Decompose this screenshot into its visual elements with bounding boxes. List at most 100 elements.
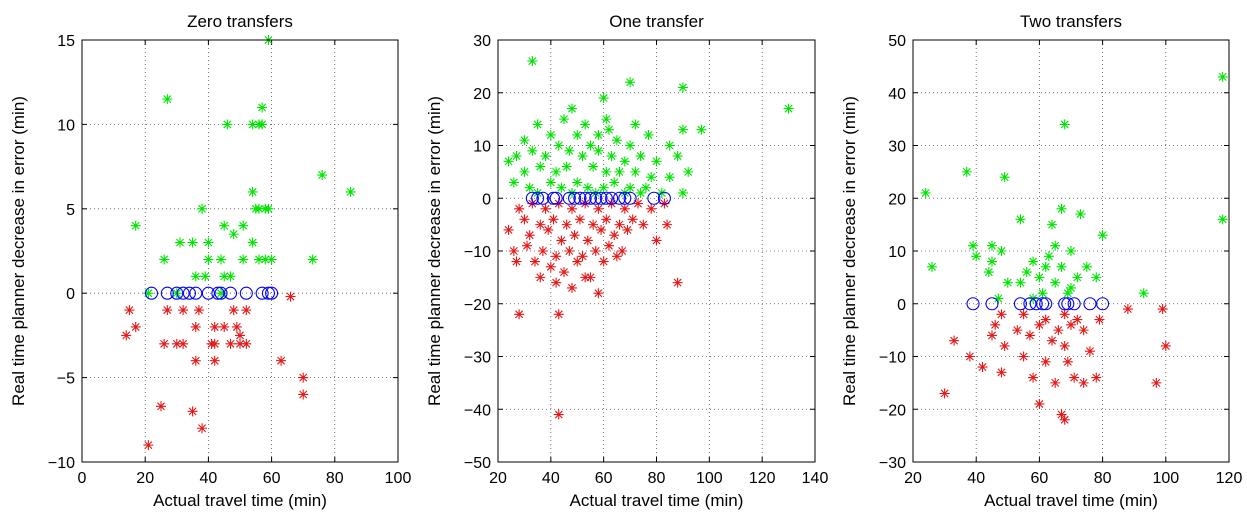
data-point [159, 254, 170, 265]
data-point [609, 230, 620, 241]
data-point [672, 277, 683, 288]
data-point [1066, 282, 1076, 293]
data-point [1217, 214, 1228, 225]
data-point [696, 124, 707, 135]
x-tick-label: 100 [696, 470, 723, 487]
data-point [182, 286, 196, 300]
y-tick-label: −5 [57, 371, 75, 388]
data-point [971, 251, 982, 262]
data-point [612, 191, 627, 205]
data-point [623, 191, 637, 205]
data-point [527, 145, 538, 156]
data-point [532, 119, 543, 130]
data-point [209, 355, 220, 366]
data-point [662, 219, 673, 230]
data-point [535, 272, 546, 283]
data-point [228, 229, 239, 240]
x-tick-label: 40 [200, 470, 218, 487]
data-point [625, 182, 636, 193]
data-point [532, 187, 543, 198]
data-point [606, 198, 617, 209]
series-red [503, 198, 683, 420]
series-green [130, 35, 356, 299]
y-tick-label: −40 [464, 402, 491, 419]
data-point [503, 156, 514, 167]
data-point [985, 297, 999, 311]
data-point [1096, 297, 1110, 311]
data-point [546, 191, 561, 205]
data-point [603, 124, 614, 135]
data-point [540, 203, 551, 214]
data-point [630, 166, 641, 177]
data-point [257, 119, 268, 130]
data-point [124, 305, 135, 316]
data-point [568, 191, 582, 205]
data-point [529, 256, 540, 267]
data-point [225, 271, 236, 282]
data-point [1039, 297, 1053, 311]
data-point [920, 187, 931, 198]
y-tick-label: −50 [464, 455, 491, 472]
x-tick-label: 20 [904, 470, 922, 487]
series-red [121, 291, 309, 451]
data-point [514, 309, 525, 320]
data-point [508, 246, 519, 256]
data-point [635, 151, 646, 162]
data-point [228, 305, 239, 316]
data-point [1021, 267, 1032, 278]
data-point [222, 119, 233, 130]
data-point [1056, 203, 1067, 214]
data-point [1066, 246, 1076, 256]
data-point [545, 129, 556, 140]
data-point [162, 305, 173, 316]
data-point [598, 256, 609, 267]
data-point [1059, 414, 1070, 425]
data-point [596, 224, 607, 235]
data-point [1034, 272, 1045, 283]
data-point [522, 240, 533, 251]
data-point [569, 230, 580, 241]
data-point [193, 305, 204, 316]
data-point [677, 187, 688, 198]
data-point [298, 389, 309, 400]
data-point [999, 172, 1010, 183]
data-point [588, 219, 599, 230]
data-point [170, 286, 184, 300]
series-red [939, 304, 1171, 425]
data-point [231, 321, 242, 332]
data-point [545, 177, 556, 188]
data-point [239, 286, 253, 300]
data-point [551, 251, 562, 262]
data-point [508, 177, 519, 188]
data-point [1040, 261, 1051, 272]
data-point [160, 286, 174, 300]
data-point [1037, 288, 1048, 299]
data-point [503, 224, 514, 235]
data-point [999, 340, 1010, 351]
data-point [276, 355, 287, 366]
data-point [977, 362, 988, 373]
data-point [582, 235, 593, 246]
data-point [1056, 261, 1067, 272]
data-point [143, 288, 154, 299]
data-point [599, 191, 613, 205]
data-point [159, 338, 170, 349]
data-point [525, 191, 539, 205]
data-point [594, 191, 608, 205]
data-point [178, 305, 189, 316]
x-tick-label: 80 [326, 470, 344, 487]
data-point [1028, 372, 1039, 383]
data-point [553, 409, 564, 420]
data-point [1075, 209, 1086, 220]
data-point [562, 191, 576, 205]
data-point [537, 246, 548, 256]
data-point [949, 335, 960, 346]
data-point [617, 246, 628, 256]
chart-title: Two transfers [1020, 12, 1122, 31]
data-point [216, 288, 227, 299]
data-point [1062, 288, 1073, 299]
x-tick-label: 60 [1031, 470, 1049, 487]
data-point [190, 321, 201, 332]
x-tick-label: 40 [542, 470, 560, 487]
x-tick-label: 100 [385, 470, 412, 487]
